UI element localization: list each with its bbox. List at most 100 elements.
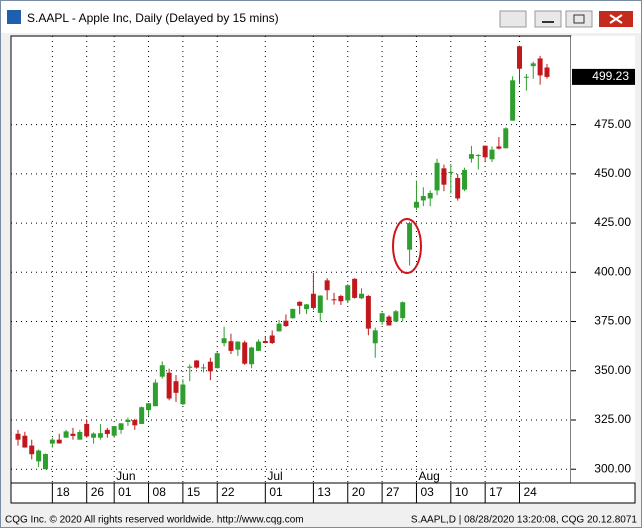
candle-body	[77, 431, 83, 440]
candle-body	[338, 296, 344, 302]
candle-body	[118, 423, 124, 430]
candle-body	[42, 454, 48, 470]
y-tick-label: 375.00	[594, 314, 631, 328]
candle-body	[15, 433, 21, 440]
y-tick-label: 425.00	[594, 215, 631, 229]
y-tick-label: 450.00	[594, 166, 631, 180]
candle-body	[29, 445, 35, 455]
candle-body	[56, 439, 62, 444]
candle-body	[84, 423, 90, 437]
candle-body	[379, 313, 385, 322]
candle-body	[290, 308, 296, 319]
y-tick-label: 475.00	[594, 117, 631, 131]
x-tick-label: 01	[269, 485, 283, 499]
x-tick-label: 17	[489, 485, 503, 499]
candle-body	[331, 299, 337, 301]
candle-body	[22, 435, 28, 448]
x-tick-label: 10	[455, 485, 469, 499]
candle-body	[36, 450, 42, 462]
y-tick-label: 325.00	[594, 412, 631, 426]
candle-body	[111, 426, 117, 436]
maximize-button[interactable]	[565, 10, 593, 28]
x-tick-label: 27	[386, 485, 400, 499]
y-tick-label: 350.00	[594, 363, 631, 377]
close-icon	[609, 14, 623, 24]
candle-body	[132, 419, 138, 426]
candle-body	[200, 367, 206, 369]
y-tick-label: 300.00	[594, 461, 631, 475]
month-label: Jul	[267, 469, 282, 483]
candle-body	[400, 302, 406, 319]
candle-body	[104, 429, 110, 434]
candle-body	[413, 201, 419, 208]
candle-body	[359, 293, 364, 299]
candle-body	[166, 372, 172, 399]
candle-body	[297, 301, 303, 306]
candle-body	[276, 323, 282, 332]
window-buttons[interactable]	[499, 10, 633, 28]
candle-body	[146, 403, 152, 411]
candle-body	[324, 280, 330, 291]
date-axis	[10, 482, 636, 504]
candle-body	[221, 338, 227, 344]
candle-body	[530, 63, 536, 67]
candle-body	[441, 168, 447, 185]
candle-body	[386, 316, 392, 326]
candle-body	[180, 384, 186, 405]
price-axis	[571, 36, 635, 483]
window-title: S.AAPL - Apple Inc, Daily (Delayed by 15…	[27, 11, 279, 25]
pin-button[interactable]	[499, 10, 527, 28]
price-label: 499.23	[592, 69, 629, 83]
candle-body	[393, 311, 399, 322]
candle-body	[482, 145, 488, 158]
candle-body	[97, 433, 103, 438]
candle-body	[187, 366, 193, 368]
x-tick-label: 01	[118, 485, 132, 499]
candle-body	[510, 80, 516, 121]
candle-body	[475, 154, 481, 156]
candle-body	[317, 295, 323, 313]
candle-body	[70, 433, 76, 436]
app-icon	[7, 10, 21, 24]
candle-body	[434, 162, 440, 191]
candle-body	[448, 172, 454, 174]
candle-body	[468, 154, 474, 159]
candle-body	[544, 67, 550, 77]
candle-body	[242, 342, 248, 364]
candle-body	[345, 285, 351, 301]
month-label: Aug	[418, 469, 439, 483]
candle-body	[91, 433, 97, 438]
candle-body	[304, 304, 310, 310]
footer-left: CQG Inc. © 2020 All rights reserved worl…	[5, 515, 304, 526]
x-tick-label: 18	[56, 485, 70, 499]
candle-body	[489, 149, 495, 160]
month-label: Jun	[116, 469, 135, 483]
candle-body	[262, 341, 268, 343]
plot-area	[10, 35, 572, 484]
minimize-button[interactable]	[534, 10, 562, 28]
candle-body	[139, 407, 145, 424]
y-tick-label: 400.00	[594, 264, 631, 278]
candle-body	[365, 295, 371, 329]
candle-body	[420, 196, 426, 201]
candle-body	[283, 320, 289, 327]
candle-body	[372, 330, 378, 344]
candle-body	[427, 192, 433, 199]
candle-body	[407, 223, 413, 250]
candle-body	[503, 128, 509, 149]
candle-body	[214, 353, 220, 369]
candle-body	[523, 76, 529, 78]
candle-body	[517, 46, 523, 69]
candle-body	[159, 365, 165, 377]
candle-body	[255, 341, 261, 351]
candle-body	[63, 431, 69, 438]
candle-body	[173, 381, 179, 393]
candle-body	[269, 335, 275, 343]
x-tick-label: 03	[420, 485, 434, 499]
x-tick-label: 13	[317, 485, 331, 499]
candle-body	[537, 58, 543, 76]
candle-body	[207, 361, 213, 372]
x-tick-label: 22	[221, 485, 235, 499]
